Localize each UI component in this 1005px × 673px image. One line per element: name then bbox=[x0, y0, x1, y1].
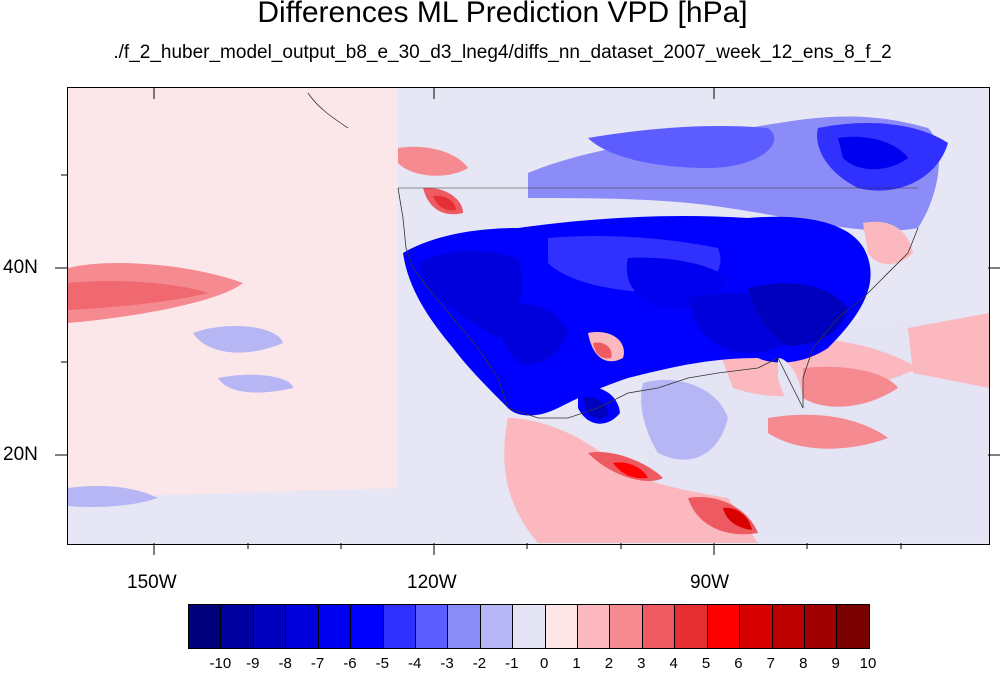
colorbar-tick-label: -4 bbox=[407, 655, 422, 672]
colorbar-tick-label: 4 bbox=[669, 655, 678, 672]
colorbar-cell bbox=[480, 605, 514, 648]
map-panel bbox=[67, 87, 990, 545]
colorbar-cell bbox=[707, 605, 741, 648]
colorbar-cell bbox=[740, 605, 773, 648]
colorbar-tick-label: -5 bbox=[375, 655, 389, 672]
colorbar-tick-label: 6 bbox=[734, 655, 743, 672]
lon-label-120w: 120W bbox=[407, 572, 457, 593]
colorbar-tick-label: -3 bbox=[440, 655, 454, 672]
colorbar bbox=[188, 604, 870, 649]
colorbar-tick-label: -7 bbox=[310, 655, 325, 672]
colorbar-cell bbox=[513, 605, 546, 648]
colorbar-tick-label: 8 bbox=[799, 655, 808, 672]
colorbar-tick-label: -6 bbox=[343, 655, 357, 672]
colorbar-cell bbox=[189, 605, 222, 648]
colorbar-cell bbox=[675, 605, 708, 648]
colorbar-cell bbox=[545, 605, 579, 648]
lon-label-150w: 150W bbox=[127, 572, 177, 593]
colorbar-tick-label: 2 bbox=[604, 655, 614, 672]
colorbar-cell bbox=[772, 605, 806, 648]
colorbar-cell bbox=[805, 605, 838, 648]
colorbar-cell bbox=[610, 605, 643, 648]
colorbar-cell bbox=[351, 605, 384, 648]
colorbar-tick-label: -2 bbox=[472, 655, 487, 672]
colorbar-tick-label: 0 bbox=[540, 655, 549, 672]
colorbar-tick-label: 1 bbox=[572, 655, 581, 672]
colorbar-cell bbox=[383, 605, 416, 648]
map-subtitle: ./f_2_huber_model_output_b8_e_30_d3_lneg… bbox=[113, 42, 892, 63]
colorbar-cell bbox=[448, 605, 481, 648]
colorbar-cell bbox=[642, 605, 676, 648]
colorbar-tick-label: 5 bbox=[701, 655, 711, 672]
colorbar-tick-label: 10 bbox=[859, 655, 877, 672]
lon-label-90w: 90W bbox=[690, 572, 730, 593]
colorbar-tick-label: 7 bbox=[766, 655, 776, 672]
colorbar-tick-label: -1 bbox=[505, 655, 519, 672]
colorbar-tick-label: -9 bbox=[246, 655, 260, 672]
colorbar-cell bbox=[221, 605, 254, 648]
colorbar-cell bbox=[837, 605, 869, 648]
colorbar-tick-label: -10 bbox=[209, 655, 232, 672]
colorbar-cell bbox=[318, 605, 352, 648]
colorbar-cell bbox=[286, 605, 319, 648]
lat-label-20n: 20N bbox=[3, 444, 38, 465]
colorbar-cell bbox=[578, 605, 611, 648]
colorbar-labels: -10 -9 -8 -7 -6 -5 -4 -3 -2 -1 0 1 2 3 4 5 6 7 8 9 10 bbox=[188, 655, 877, 673]
colorbar-cell bbox=[253, 605, 287, 648]
map-title: Differences ML Prediction VPD [hPa] bbox=[257, 0, 748, 29]
contour-field bbox=[68, 88, 989, 544]
lat-label-40n: 40N bbox=[3, 257, 38, 278]
colorbar-tick-label: -8 bbox=[278, 655, 292, 672]
colorbar-cell bbox=[415, 605, 449, 648]
colorbar-tick-label: 9 bbox=[831, 655, 840, 672]
colorbar-tick-label: 3 bbox=[637, 655, 646, 672]
